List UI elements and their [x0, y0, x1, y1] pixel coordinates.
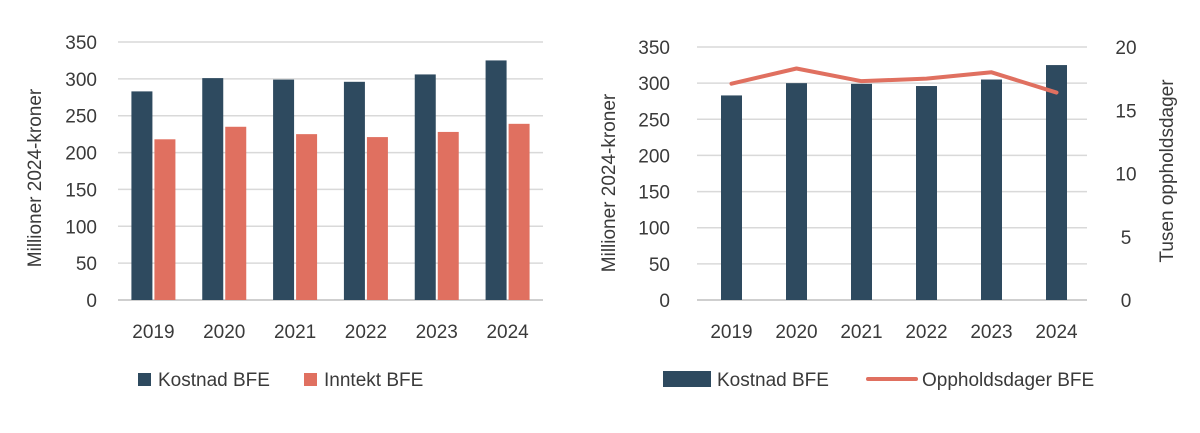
legend-swatch-kostnad: [138, 373, 151, 386]
y-axis-title: Millioner 2024-kroner: [599, 93, 620, 272]
y-axis-ticks: 0 50 100 150 200 250 300 350: [638, 38, 670, 312]
y-tick-label: 0: [86, 291, 97, 312]
legend-label-kostnad: Kostnad BFE: [717, 370, 829, 391]
bar-inntekt-2022: [366, 137, 388, 300]
x-tick-label: 2019: [710, 322, 752, 343]
bar-kostnad-2024: [485, 60, 507, 300]
bar-inntekt-2021: [296, 134, 318, 300]
y-tick-label: 200: [65, 144, 97, 165]
bar-inntekt-2020: [225, 126, 247, 301]
bar-kostnad-2021: [273, 79, 295, 300]
x-tick-label: 2023: [416, 322, 458, 343]
x-tick-label: 2023: [970, 322, 1012, 343]
x-tick-label: 2021: [274, 322, 316, 343]
y-tick-label: 350: [65, 33, 97, 54]
legend-swatch-inntekt: [304, 373, 317, 386]
bars: [131, 60, 530, 301]
line-oppholdsdager: [729, 66, 1059, 95]
y-tick-label: 0: [659, 291, 670, 312]
legend-label-inntekt: Inntekt BFE: [324, 370, 423, 391]
line-series: [729, 66, 1059, 95]
y2-axis-title: Tusen oppholdsdager: [1157, 79, 1178, 263]
bar-kostnad-2023: [981, 79, 1002, 301]
y-tick-label: 250: [65, 107, 97, 128]
bar-kostnad-2022: [343, 81, 365, 300]
x-tick-label: 2022: [905, 322, 947, 343]
x-tick-label: 2024: [486, 322, 529, 343]
y-tick-label: 200: [638, 146, 670, 167]
x-axis-ticks: 2019 2020 2021 2022 2023 2024: [132, 322, 529, 343]
y-tick-label: 50: [649, 255, 670, 276]
x-tick-label: 2019: [132, 322, 174, 343]
bar-inntekt-2023: [437, 131, 459, 300]
bar-kostnad-2024: [1046, 65, 1067, 300]
y2-tick-label: 0: [1121, 291, 1132, 312]
legend-label-kostnad: Kostnad BFE: [158, 370, 270, 391]
y-axis-ticks: 0 50 100 150 200 250 300 350: [65, 33, 97, 312]
bar-kostnad-2021: [851, 83, 872, 300]
y-tick-label: 100: [638, 219, 670, 240]
grid: [118, 41, 543, 301]
grid: [697, 46, 1087, 301]
bar-inntekt-2019: [154, 139, 176, 300]
y2-tick-label: 15: [1115, 101, 1136, 122]
bar-inntekt-2024: [508, 123, 530, 300]
y-axis-title: Millioner 2024-kroner: [25, 88, 46, 267]
x-tick-label: 2020: [203, 322, 245, 343]
bar-kostnad-2020: [786, 83, 807, 301]
y-tick-label: 300: [638, 74, 670, 95]
legend: Kostnad BFE Inntekt BFE: [138, 370, 423, 391]
y-tick-label: 150: [65, 180, 97, 201]
y-tick-label: 250: [638, 110, 670, 131]
y2-axis-ticks: 0 5 10 15 20: [1115, 38, 1136, 312]
y-tick-label: 50: [76, 254, 97, 275]
x-tick-label: 2021: [840, 322, 882, 343]
y2-tick-label: 10: [1115, 165, 1136, 186]
bar-kostnad-2019: [721, 95, 742, 300]
x-tick-label: 2020: [775, 322, 817, 343]
x-axis-ticks: 2019 2020 2021 2022 2023 2024: [710, 322, 1078, 343]
y-tick-label: 150: [638, 183, 670, 204]
bars: [721, 65, 1067, 301]
y-tick-label: 300: [65, 70, 97, 91]
bar-kostnad-2022: [916, 86, 937, 300]
bar-kostnad-2023: [414, 74, 436, 300]
x-tick-label: 2024: [1035, 322, 1078, 343]
y2-tick-label: 20: [1115, 38, 1136, 59]
x-tick-label: 2022: [345, 322, 387, 343]
y-tick-label: 100: [65, 217, 97, 238]
legend-label-oppholdsdager: Oppholdsdager BFE: [922, 370, 1094, 391]
bar-kostnad-2020: [202, 78, 224, 301]
legend-swatch-kostnad: [663, 371, 711, 387]
bar-kostnad-2019: [131, 91, 153, 300]
y-tick-label: 350: [638, 38, 670, 59]
legend: Kostnad BFE Oppholdsdager BFE: [663, 370, 1094, 391]
y2-tick-label: 5: [1121, 228, 1132, 249]
